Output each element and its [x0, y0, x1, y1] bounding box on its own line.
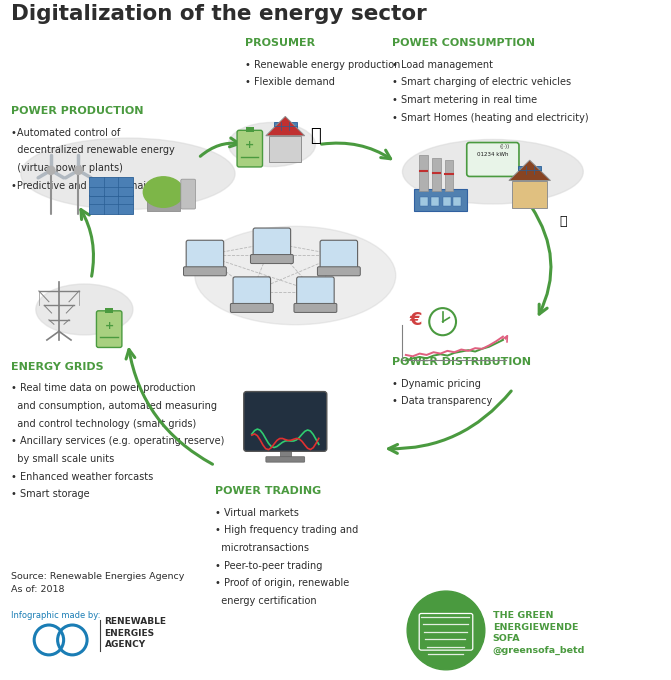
Circle shape [74, 167, 83, 174]
FancyBboxPatch shape [186, 240, 223, 269]
FancyBboxPatch shape [317, 267, 360, 276]
FancyBboxPatch shape [89, 194, 133, 214]
Text: • Smart charging of electric vehicles: • Smart charging of electric vehicles [393, 78, 572, 87]
Text: •Automated control of: •Automated control of [11, 128, 120, 137]
Text: Digitalization of the energy sector: Digitalization of the energy sector [11, 4, 427, 24]
Polygon shape [509, 160, 550, 180]
FancyBboxPatch shape [431, 197, 440, 206]
FancyBboxPatch shape [97, 311, 122, 347]
Text: • Ancillary services (e.g. operating reserve): • Ancillary services (e.g. operating res… [11, 437, 224, 446]
Text: (virtual power plants): (virtual power plants) [11, 163, 123, 173]
Text: • Flexible demand: • Flexible demand [245, 78, 335, 87]
Ellipse shape [195, 226, 396, 325]
FancyBboxPatch shape [443, 197, 451, 206]
Text: • Smart metering in real time: • Smart metering in real time [393, 95, 537, 105]
FancyBboxPatch shape [183, 267, 226, 276]
Text: and consumption, automated measuring: and consumption, automated measuring [11, 401, 217, 411]
Text: 🚗: 🚗 [560, 216, 567, 228]
Text: PROSUMER: PROSUMER [245, 38, 315, 48]
FancyBboxPatch shape [467, 143, 519, 176]
FancyBboxPatch shape [297, 277, 334, 306]
FancyBboxPatch shape [244, 392, 327, 452]
Text: POWER CONSUMPTION: POWER CONSUMPTION [393, 38, 535, 48]
Text: +: + [245, 140, 254, 150]
Text: •Predictive and remote maintenance: •Predictive and remote maintenance [11, 180, 192, 190]
Text: • Smart storage: • Smart storage [11, 490, 89, 499]
Text: RENEWABLE
ENERGIES
AGENCY: RENEWABLE ENERGIES AGENCY [105, 617, 166, 649]
Text: and control technology (smart grids): and control technology (smart grids) [11, 419, 196, 428]
FancyBboxPatch shape [454, 197, 462, 206]
Text: • Load management: • Load management [393, 60, 493, 70]
Ellipse shape [36, 284, 133, 335]
Text: ENERGY GRIDS: ENERGY GRIDS [11, 362, 103, 372]
Text: • Virtual markets: • Virtual markets [215, 507, 299, 517]
Text: • Proof of origin, renewable: • Proof of origin, renewable [215, 578, 349, 588]
FancyBboxPatch shape [147, 192, 180, 211]
FancyBboxPatch shape [250, 254, 293, 264]
FancyBboxPatch shape [269, 136, 301, 162]
Text: €: € [409, 311, 422, 328]
FancyBboxPatch shape [105, 308, 113, 313]
FancyBboxPatch shape [420, 197, 428, 206]
Text: • Dynamic pricing: • Dynamic pricing [393, 379, 481, 389]
Text: • Data transparency: • Data transparency [393, 396, 493, 407]
FancyBboxPatch shape [274, 122, 297, 130]
Circle shape [407, 591, 485, 670]
FancyBboxPatch shape [237, 131, 262, 167]
Text: 👤: 👤 [310, 127, 321, 146]
FancyBboxPatch shape [414, 189, 468, 211]
Text: microtransactions: microtransactions [215, 543, 309, 553]
Ellipse shape [228, 122, 315, 167]
FancyBboxPatch shape [233, 277, 270, 306]
FancyBboxPatch shape [445, 160, 454, 190]
Text: • Real time data on power production: • Real time data on power production [11, 384, 195, 394]
FancyBboxPatch shape [518, 166, 541, 174]
Circle shape [47, 167, 55, 174]
FancyBboxPatch shape [266, 457, 305, 462]
FancyBboxPatch shape [89, 177, 133, 196]
FancyBboxPatch shape [253, 228, 291, 257]
Ellipse shape [21, 138, 235, 209]
FancyBboxPatch shape [280, 448, 291, 460]
FancyBboxPatch shape [180, 179, 195, 209]
Text: Source: Renewable Energies Agency
As of: 2018: Source: Renewable Energies Agency As of:… [11, 572, 184, 594]
FancyBboxPatch shape [230, 303, 273, 312]
FancyBboxPatch shape [432, 158, 441, 190]
Text: POWER PRODUCTION: POWER PRODUCTION [11, 106, 143, 116]
Text: • High frequency trading and: • High frequency trading and [215, 525, 358, 535]
Text: by small scale units: by small scale units [11, 454, 114, 464]
Text: POWER DISTRIBUTION: POWER DISTRIBUTION [393, 357, 531, 367]
Text: POWER TRADING: POWER TRADING [215, 486, 321, 496]
Text: • Renewable energy production: • Renewable energy production [245, 60, 401, 70]
Text: 01234 kWh: 01234 kWh [477, 152, 509, 157]
Text: Infographic made by:: Infographic made by: [11, 611, 100, 620]
Text: • Enhanced weather forcasts: • Enhanced weather forcasts [11, 472, 153, 481]
Polygon shape [266, 116, 305, 136]
Text: • Peer-to-peer trading: • Peer-to-peer trading [215, 560, 322, 571]
FancyBboxPatch shape [512, 180, 547, 207]
FancyBboxPatch shape [419, 156, 428, 190]
Text: ((·)): ((·)) [499, 144, 509, 149]
Ellipse shape [403, 139, 583, 204]
FancyBboxPatch shape [320, 240, 358, 269]
Text: • Smart Homes (heating and electricity): • Smart Homes (heating and electricity) [393, 113, 589, 122]
Text: decentralized renewable energy: decentralized renewable energy [11, 146, 174, 155]
FancyBboxPatch shape [246, 127, 254, 133]
Text: energy certification: energy certification [215, 596, 317, 606]
Ellipse shape [144, 177, 183, 207]
Text: +: + [105, 321, 114, 330]
FancyBboxPatch shape [294, 303, 337, 312]
Text: THE GREEN
ENERGIEWENDE
SOFA
@greensofa_betd: THE GREEN ENERGIEWENDE SOFA @greensofa_b… [493, 611, 585, 655]
